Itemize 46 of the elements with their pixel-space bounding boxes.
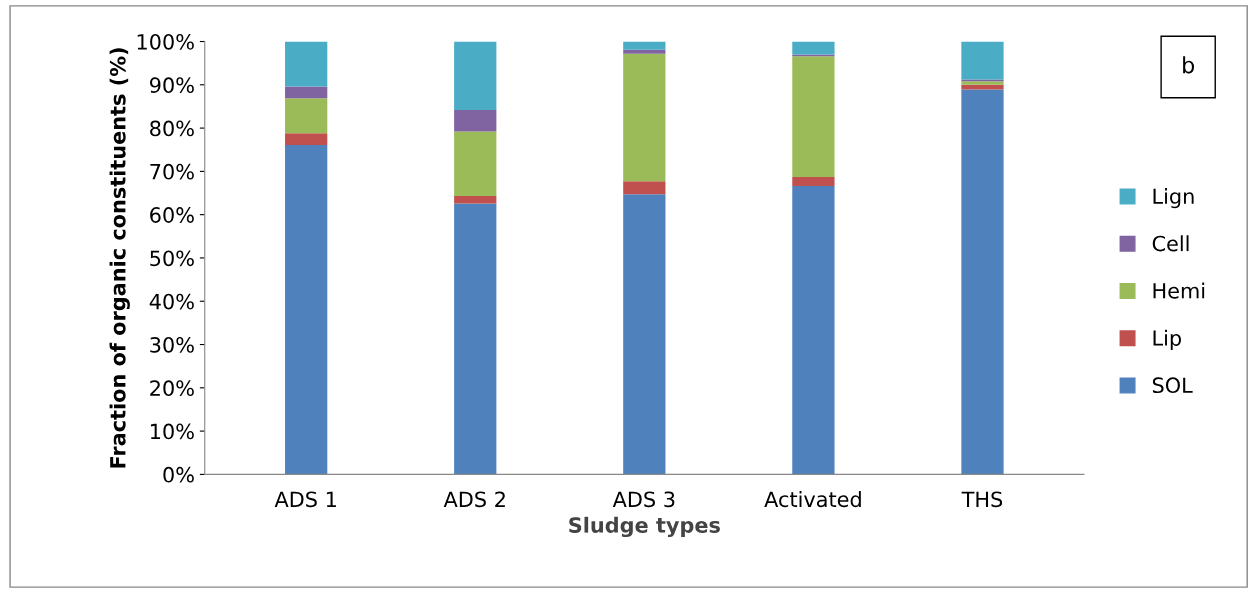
y-tick-label: 20%: [150, 380, 194, 397]
y-tick-label: 100%: [137, 33, 194, 50]
bar: [454, 203, 497, 475]
y-tick-label: 80%: [150, 120, 194, 137]
y-tick-label: 50%: [150, 250, 194, 267]
bar: [792, 186, 835, 475]
y-tick-label: 0%: [163, 466, 194, 483]
y-tick-label: 40%: [149, 293, 194, 310]
bar: [454, 41, 497, 110]
bar: [792, 177, 835, 187]
bar: [623, 49, 666, 54]
y-tick-label: 70%: [150, 163, 194, 180]
bar: [961, 89, 1004, 475]
bar: [961, 41, 1004, 80]
x-tick-label: ADS 1: [274, 491, 336, 508]
y-tick-label: 10%: [150, 423, 194, 440]
bar: [285, 144, 328, 475]
x-tick-label: THS: [961, 491, 1003, 508]
bar: [285, 41, 328, 87]
bar: [623, 53, 666, 182]
legend-label: Hemi: [1153, 282, 1205, 299]
y-tick-label: 60%: [150, 207, 194, 223]
bar: [961, 84, 1004, 90]
bar: [792, 56, 835, 177]
y-tick-label: 90%: [150, 77, 194, 94]
x-tick-label: Activated: [764, 491, 861, 508]
legend-label: SOL: [1152, 377, 1193, 394]
x-tick-label: ADS 3: [612, 491, 675, 508]
bar: [285, 133, 328, 145]
bar: [285, 86, 328, 99]
bar: [792, 41, 835, 55]
text: b: [1183, 56, 1195, 74]
bar: [623, 194, 666, 475]
bar: [454, 109, 497, 132]
legend-label: Lign: [1153, 188, 1194, 209]
x-axis-title: Sludge types: [569, 516, 720, 538]
x-tick-label: ADS 2: [443, 491, 505, 508]
bar: [623, 181, 666, 195]
bar: [285, 98, 328, 134]
y-tick-label: 30%: [150, 336, 194, 353]
y-axis-title: Fraction of organic constituents (%): [109, 48, 130, 468]
bar: [623, 41, 666, 50]
bar: [454, 196, 497, 204]
legend-label: Lip: [1153, 329, 1181, 350]
legend-label: Cell: [1152, 235, 1189, 252]
bar: [454, 131, 497, 197]
